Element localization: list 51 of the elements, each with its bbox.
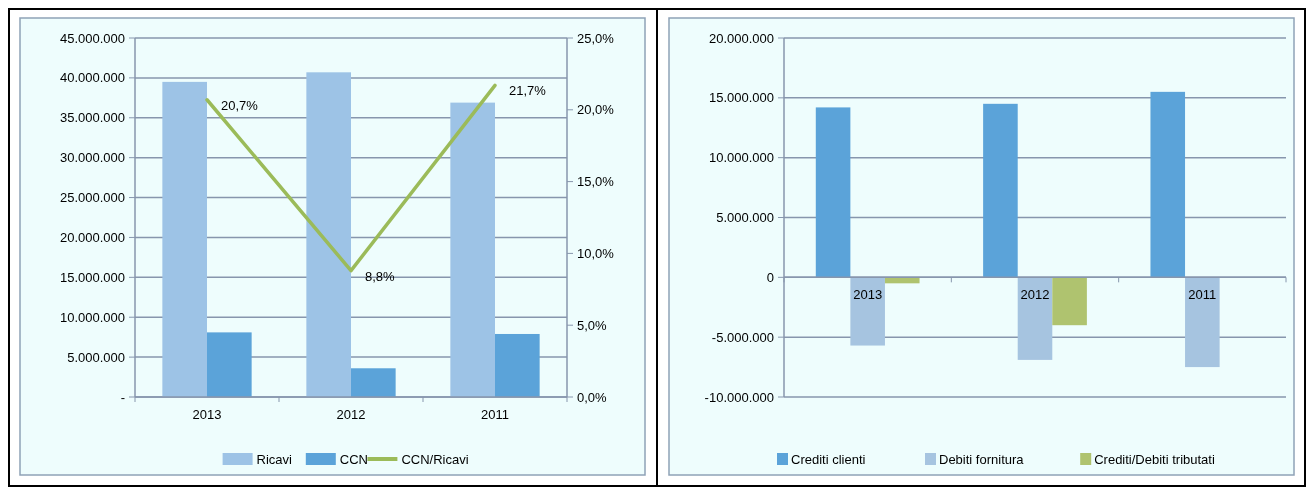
x-tick-label: 2013 bbox=[192, 407, 222, 422]
legend-label: CCN bbox=[339, 451, 368, 467]
bar bbox=[1017, 277, 1053, 360]
data-label: 20,7% bbox=[221, 97, 259, 113]
x-tick-label: 2013 bbox=[853, 287, 883, 303]
bar bbox=[983, 103, 1018, 278]
y2-tick-label: 0,0% bbox=[577, 389, 608, 405]
bar bbox=[1150, 91, 1186, 278]
legend-label: Crediti/Debiti tributati bbox=[1094, 451, 1215, 467]
bar bbox=[162, 81, 207, 397]
y-tick-label: -10.000.000 bbox=[704, 389, 774, 405]
y-tick-label: 45.000.000 bbox=[59, 30, 125, 46]
bar bbox=[306, 72, 351, 397]
y2-tick-label: 5,0% bbox=[577, 317, 608, 333]
y-tick-label: 5.000.000 bbox=[67, 349, 125, 365]
y-tick-label: 35.000.000 bbox=[59, 110, 125, 126]
y-tick-label: 10.000.000 bbox=[59, 309, 125, 325]
x-tick-label: 2012 bbox=[336, 407, 366, 422]
y-tick-label: 15.000.000 bbox=[708, 90, 774, 106]
x-tick-label: 2011 bbox=[481, 407, 509, 422]
y-tick-label: - bbox=[120, 389, 125, 405]
y-tick-label: 30.000.000 bbox=[59, 150, 125, 166]
legend-label: Debiti fornitura bbox=[939, 451, 1025, 467]
y-tick-label: 0 bbox=[766, 269, 774, 285]
y-tick-label: 20.000.000 bbox=[59, 229, 125, 245]
bar bbox=[495, 333, 540, 397]
data-label: 8,8% bbox=[365, 268, 396, 284]
y-tick-label: 10.000.000 bbox=[708, 150, 774, 166]
bar bbox=[450, 102, 495, 397]
y-tick-label: -5.000.000 bbox=[711, 329, 774, 345]
y-tick-label: 5.000.000 bbox=[716, 210, 774, 226]
y-tick-label: 20.000.000 bbox=[708, 30, 774, 46]
legend-label: CCN/Ricavi bbox=[401, 451, 469, 467]
bar bbox=[850, 277, 885, 346]
y2-tick-label: 10,0% bbox=[577, 245, 615, 261]
y2-tick-label: 25,0% bbox=[577, 30, 615, 46]
x-tick-label: 2012 bbox=[1020, 287, 1050, 303]
x-tick-label: 2011 bbox=[1188, 287, 1217, 303]
y-tick-label: 40.000.000 bbox=[59, 70, 125, 86]
y2-tick-label: 20,0% bbox=[577, 102, 615, 118]
bar bbox=[1052, 277, 1087, 326]
y2-tick-label: 15,0% bbox=[577, 174, 615, 190]
bar bbox=[207, 332, 252, 397]
data-label: 21,7% bbox=[509, 83, 547, 99]
y-tick-label: 15.000.000 bbox=[59, 269, 125, 285]
bar bbox=[1185, 277, 1220, 368]
bar bbox=[351, 368, 396, 397]
y-tick-label: 25.000.000 bbox=[59, 190, 125, 206]
bar bbox=[815, 107, 851, 278]
legend-label: Ricavi bbox=[256, 451, 293, 467]
legend-label: Crediti clienti bbox=[791, 451, 866, 467]
